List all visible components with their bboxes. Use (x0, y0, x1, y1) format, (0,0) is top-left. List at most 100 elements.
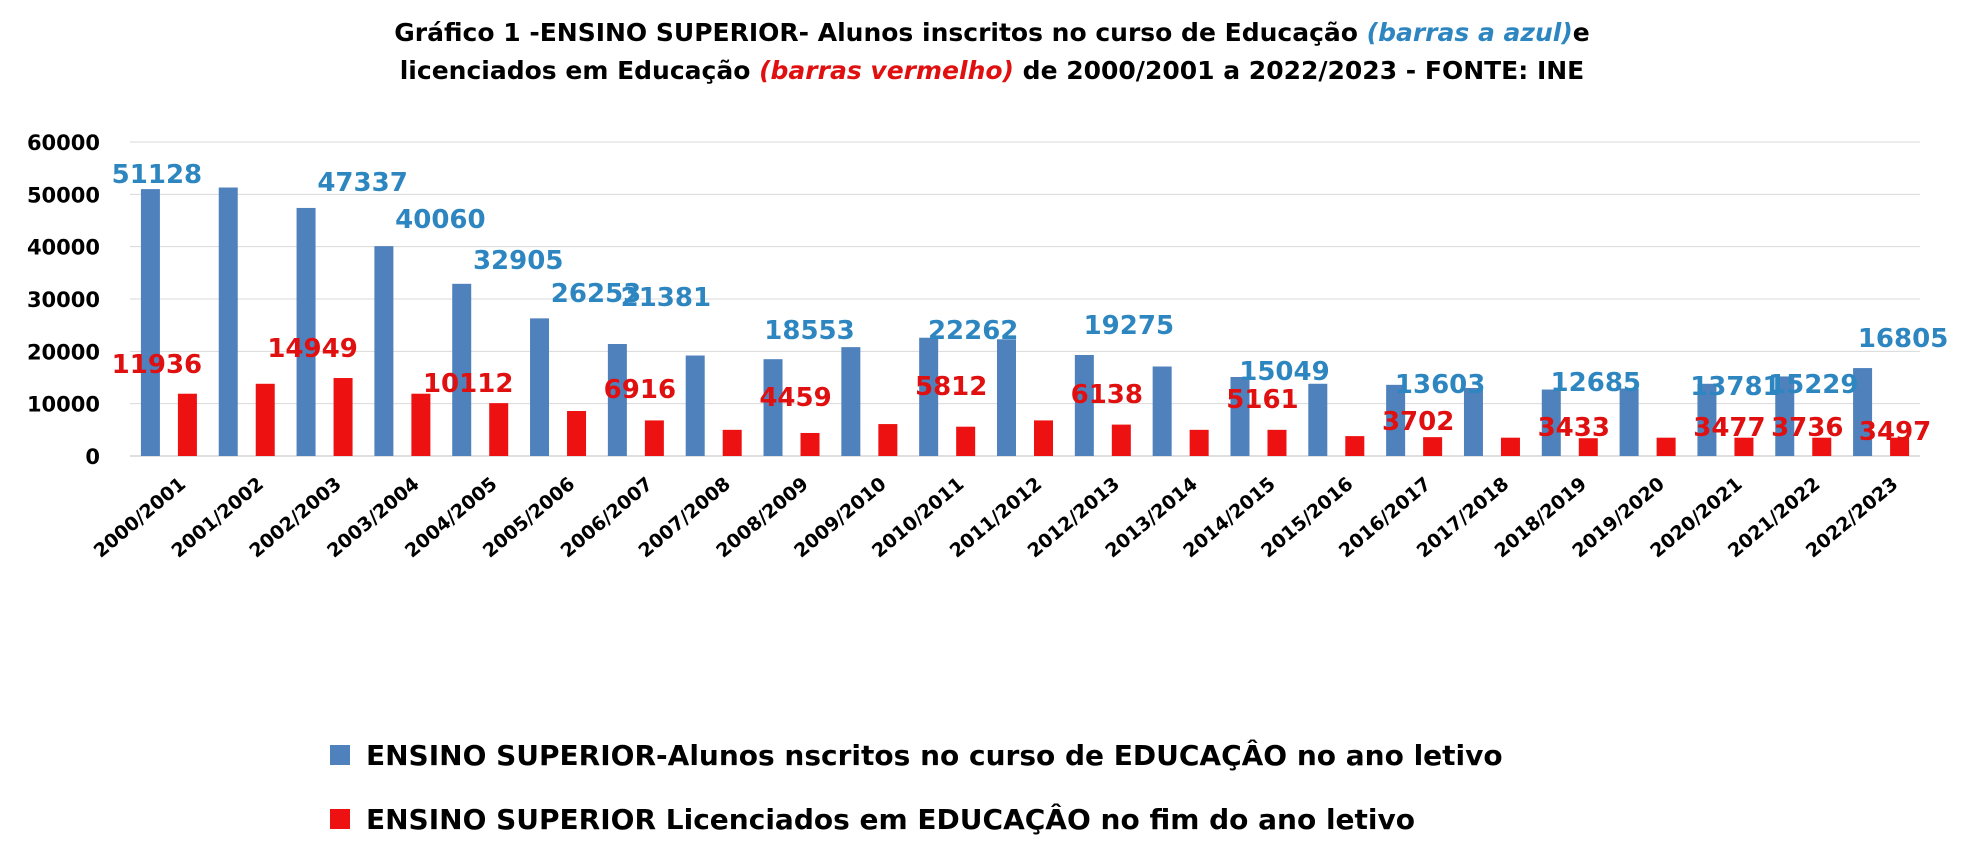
bar-enrolled (1619, 388, 1639, 456)
bar-graduates (800, 432, 820, 456)
bar-graduates (878, 424, 898, 456)
bar-graduates (644, 420, 664, 456)
bar-graduates (1189, 429, 1209, 456)
legend-label-graduates: ENSINO SUPERIOR Licenciados em EDUCAÇÂO … (366, 802, 1416, 836)
bar-graduates (1812, 437, 1832, 456)
data-label-graduates: 3477 (1693, 413, 1765, 443)
bar-graduates (1423, 437, 1443, 456)
bar-enrolled (1775, 376, 1795, 456)
title-line1-text: Gráfico 1 -ENSINO SUPERIOR- Alunos inscr… (394, 18, 1367, 47)
data-label-enrolled: 21381 (621, 283, 711, 313)
data-label-enrolled: 12685 (1551, 368, 1641, 398)
bar-graduates (255, 383, 275, 456)
bar-enrolled (841, 347, 861, 456)
chart-title-line-2: licenciados em Educação (barras vermelho… (0, 52, 1984, 90)
data-label-graduates: 10112 (423, 369, 513, 399)
bar-enrolled (1853, 368, 1873, 456)
bar-enrolled (218, 187, 238, 456)
bar-graduates (1345, 436, 1365, 456)
bar-enrolled (1074, 354, 1094, 456)
legend-swatch-red (330, 809, 350, 829)
y-tick-label: 40000 (27, 236, 100, 260)
bar-graduates (1656, 437, 1676, 456)
data-label-graduates: 6138 (1071, 380, 1143, 410)
data-label-enrolled: 26253 (551, 279, 641, 309)
bar-graduates (177, 393, 197, 456)
bar-graduates (1111, 424, 1131, 456)
data-label-enrolled: 18553 (764, 316, 854, 346)
y-tick-label: 10000 (27, 393, 100, 417)
legend-swatch-blue (330, 745, 350, 765)
bar-enrolled (530, 318, 550, 456)
bar-graduates (567, 410, 587, 456)
bar-chart: 0 10000 20000 30000 40000 50000 60000 2000/200… (27, 131, 1949, 562)
bar-graduates (1034, 420, 1053, 456)
data-label-enrolled: 32905 (473, 246, 563, 276)
title-red-note: (barras vermelho) (759, 56, 1014, 85)
data-label-graduates: 11936 (112, 350, 202, 380)
legend-label-enrolled: ENSINO SUPERIOR-Alunos nscritos no curso… (366, 738, 1503, 772)
y-tick-label: 20000 (27, 340, 100, 364)
title-line1-suffix: e (1572, 18, 1590, 47)
bar-enrolled (763, 359, 783, 456)
data-label-graduates: 3702 (1382, 407, 1454, 437)
data-label-enrolled: 15049 (1239, 357, 1329, 387)
title-line2-text: licenciados em Educação (399, 56, 760, 85)
bar-graduates (956, 426, 976, 456)
title-blue-note: (barras a azul) (1366, 18, 1573, 47)
bar-graduates (1500, 437, 1520, 456)
bar-enrolled (1230, 376, 1250, 456)
x-axis: 2000/20012001/20022002/20032003/20042004… (90, 473, 1903, 562)
bar-enrolled (997, 339, 1016, 456)
data-label-enrolled: 15229 (1768, 370, 1858, 400)
bar-enrolled (374, 246, 394, 456)
bar-enrolled (1463, 387, 1483, 456)
y-tick-label: 50000 (27, 183, 100, 207)
legend: ENSINO SUPERIOR-Alunos nscritos no curso… (330, 735, 1503, 863)
data-label-graduates: 6916 (604, 375, 676, 405)
bar-graduates (1267, 429, 1287, 456)
data-label-graduates: 14949 (267, 334, 357, 364)
chart-title: Gráfico 1 -ENSINO SUPERIOR- Alunos inscr… (0, 14, 1984, 90)
y-tick-label: 60000 (27, 131, 100, 155)
bar-enrolled (1541, 389, 1561, 456)
y-tick-label: 0 (85, 445, 100, 469)
bar-graduates (411, 393, 431, 456)
bar-graduates (722, 429, 742, 456)
data-label-graduates: 5812 (915, 372, 987, 402)
y-axis-ticks: 0 10000 20000 30000 40000 50000 60000 (27, 131, 100, 469)
legend-item-graduates: ENSINO SUPERIOR Licenciados em EDUCAÇÂO … (330, 799, 1503, 839)
legend-item-enrolled: ENSINO SUPERIOR-Alunos nscritos no curso… (330, 735, 1503, 775)
bar-graduates (489, 403, 509, 456)
bar-enrolled (296, 207, 316, 456)
data-label-enrolled: 51128 (112, 160, 202, 190)
bar-graduates (1578, 438, 1598, 456)
data-label-enrolled: 13603 (1395, 370, 1485, 400)
bar-enrolled (140, 189, 160, 456)
data-label-graduates: 3736 (1771, 413, 1843, 443)
data-label-enrolled: 40060 (395, 205, 485, 235)
bars (140, 187, 1910, 456)
chart-title-line-1: Gráfico 1 -ENSINO SUPERIOR- Alunos inscr… (0, 14, 1984, 52)
bar-enrolled (1308, 383, 1328, 456)
bar-enrolled (1152, 366, 1172, 456)
data-label-enrolled: 16805 (1858, 324, 1948, 354)
data-label-graduates: 4459 (759, 383, 831, 413)
bar-enrolled (607, 344, 627, 456)
data-label-enrolled: 22262 (928, 316, 1018, 346)
data-label-graduates: 3497 (1859, 417, 1931, 447)
data-label-enrolled: 13781 (1690, 372, 1780, 402)
data-label-enrolled: 47337 (317, 168, 407, 198)
bar-enrolled (685, 355, 705, 456)
bar-graduates (1890, 437, 1910, 456)
bar-graduates (1734, 437, 1754, 456)
bar-enrolled (1697, 383, 1717, 456)
data-label-graduates: 5161 (1226, 385, 1298, 415)
bar-enrolled (452, 283, 472, 456)
data-label-enrolled: 19275 (1084, 311, 1174, 341)
bar-enrolled (1386, 384, 1406, 456)
bar-enrolled (919, 337, 939, 456)
data-label-graduates: 3433 (1538, 413, 1610, 443)
y-tick-label: 30000 (27, 288, 100, 312)
